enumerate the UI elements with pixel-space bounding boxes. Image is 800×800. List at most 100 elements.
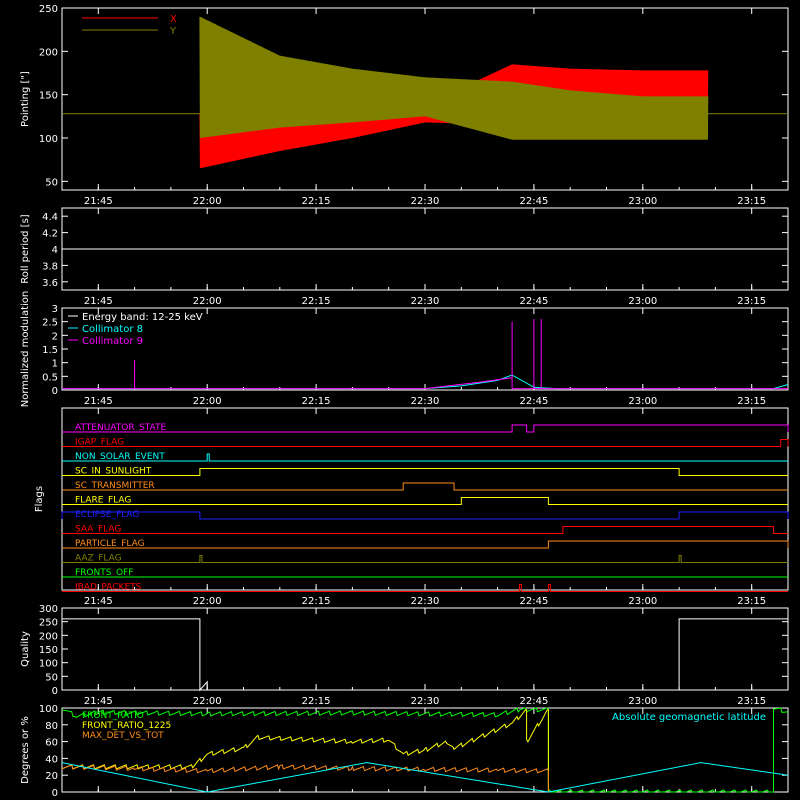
modulation-xtick-label: 22:30 [411, 396, 440, 407]
quality-xtick-label: 23:15 [737, 696, 766, 707]
roll-ytick-label: 4.2 [42, 229, 58, 240]
flag-line-eclipse-flag [61, 511, 789, 520]
flag-label: ATTENUATOR_STATE [75, 423, 167, 433]
ratios-ytick-label: 100 [39, 704, 58, 715]
pointing-ylabel: Pointing ["] [20, 71, 31, 127]
modulation-xtick-label: 21:45 [84, 396, 113, 407]
roll-ytick-label: 4.4 [42, 212, 58, 223]
flag-line-sc-in-sunlight [62, 468, 788, 476]
modulation-ytick-label: 1 [52, 359, 58, 370]
modulation-ytick-label: 0.5 [42, 372, 58, 383]
modulation-ytick-label: 1.5 [42, 345, 58, 356]
roll-xtick-label: 22:15 [302, 296, 331, 307]
flag-line-sc-transmitter [62, 482, 788, 491]
pointing-ytick-label: 150 [39, 91, 58, 102]
roll-xtick-label: 22:00 [193, 296, 222, 307]
flag-label: ECLIPSE_FLAG [75, 510, 139, 520]
ratios-series-max-det-vs-tot [61, 764, 549, 792]
roll-ytick-label: 3.6 [42, 278, 58, 289]
pointing-xtick-label: 22:30 [411, 196, 440, 207]
quality-ytick-label: 100 [39, 659, 58, 670]
flag-line-ibad-packets [62, 584, 788, 592]
quality-ytick-label: 250 [39, 618, 58, 629]
modulation-legend-label: Collimator 9 [82, 336, 143, 347]
modulation-ytick-label: 3 [52, 304, 58, 315]
modulation-ytick-label: 2 [52, 331, 58, 342]
pointing-ytick-label: 50 [45, 177, 58, 188]
flag-label: FLARE_FLAG [75, 496, 131, 506]
ratios-legend-label: FRONT_RATIO_1225 [82, 721, 171, 731]
quality-xtick-label: 23:00 [628, 696, 657, 707]
pointing-xtick-label: 22:00 [193, 196, 222, 207]
roll-ylabel: Roll period [s] [20, 214, 31, 283]
flag-line-saa-flag [62, 526, 788, 534]
ratios-ytick-label: 0 [52, 788, 58, 799]
roll-xtick-label: 22:45 [519, 296, 548, 307]
flags-xtick-label: 22:45 [519, 596, 548, 607]
modulation-legend-label: Collimator 8 [82, 324, 143, 335]
quality-ytick-label: 0 [52, 686, 58, 697]
flag-label: NON_SOLAR_EVENT [75, 452, 165, 462]
pointing-series-y [199, 16, 709, 140]
pointing-xtick-label: 21:45 [84, 196, 113, 207]
quality-series-line [62, 618, 788, 692]
quality-ytick-label: 200 [39, 631, 58, 642]
flags-xtick-label: 23:15 [737, 596, 766, 607]
flag-label: IGAP_FLAG [75, 438, 124, 448]
modulation-legend-title: Energy band: 12-25 keV [82, 312, 203, 323]
pointing-ytick-label: 200 [39, 47, 58, 58]
flag-line-aaz-flag [62, 555, 788, 563]
flag-label: SAA_FLAG [75, 525, 121, 535]
ratios-ytick-label: 40 [45, 754, 58, 765]
flag-label: FRONTS_OFF [75, 568, 133, 578]
pointing-ytick-label: 250 [39, 4, 58, 15]
modulation-xtick-label: 22:15 [302, 396, 331, 407]
flags-ylabel: Flags [34, 486, 45, 512]
ratios-ytick-label: 20 [45, 771, 58, 782]
quality-ylabel: Quality [20, 631, 31, 667]
pointing-xtick-label: 22:45 [519, 196, 548, 207]
flags-xtick-label: 22:00 [193, 596, 222, 607]
flags-xtick-label: 22:30 [411, 596, 440, 607]
pointing-xtick-label: 23:00 [628, 196, 657, 207]
ratios-legend-label: FRONT_RATIO [82, 711, 144, 721]
roll-xtick-label: 22:30 [411, 296, 440, 307]
ratios-ytick-label: 60 [45, 738, 58, 749]
ratios-series-front-ratio [61, 707, 789, 793]
roll-xtick-label: 23:15 [737, 296, 766, 307]
modulation-xtick-label: 22:00 [193, 396, 222, 407]
modulation-ytick-label: 0 [52, 386, 58, 397]
modulation-xtick-label: 23:00 [628, 396, 657, 407]
pointing-xtick-label: 22:15 [302, 196, 331, 207]
quality-xtick-label: 22:15 [302, 696, 331, 707]
quality-xtick-label: 22:00 [193, 696, 222, 707]
roll-ytick-label: 3.8 [42, 261, 58, 272]
flags-xtick-label: 23:00 [628, 596, 657, 607]
flag-line-flare-flag [62, 497, 788, 505]
flags-xtick-label: 21:45 [84, 596, 113, 607]
ratios-legend-label: MAX_DET_VS_TOT [82, 731, 164, 741]
roll-ytick-label: 4 [52, 245, 58, 256]
flags-xtick-label: 22:15 [302, 596, 331, 607]
flag-line-non-solar-event [62, 453, 788, 462]
flag-label: SC_IN_SUNLIGHT [75, 467, 152, 477]
modulation-ytick-label: 2.5 [42, 318, 58, 329]
ratios-ylabel: Degrees or % [20, 716, 31, 784]
modulation-ylabel: Normalized modulation [20, 291, 31, 408]
flag-label: IBAD_PACKETS [75, 583, 142, 593]
ratios-annotation: Absolute geomagnetic latitude [612, 712, 766, 723]
flag-label: SC_TRANSMITTER [75, 481, 155, 491]
modulation-xtick-label: 22:45 [519, 396, 548, 407]
modulation-xtick-label: 23:15 [737, 396, 766, 407]
quality-xtick-label: 22:45 [519, 696, 548, 707]
flag-label: PARTICLE_FLAG [75, 539, 145, 549]
flag-line-attenuator-state [62, 424, 789, 433]
ratios-series-front-ratio-1225 [61, 709, 549, 792]
roll-xtick-label: 21:45 [84, 296, 113, 307]
pointing-ytick-label: 100 [39, 134, 58, 145]
pointing-legend-label: X [170, 14, 177, 25]
flag-line-particle-flag [62, 540, 789, 549]
modulation-series-collimator-9 [62, 318, 788, 390]
quality-ytick-label: 150 [39, 645, 58, 656]
